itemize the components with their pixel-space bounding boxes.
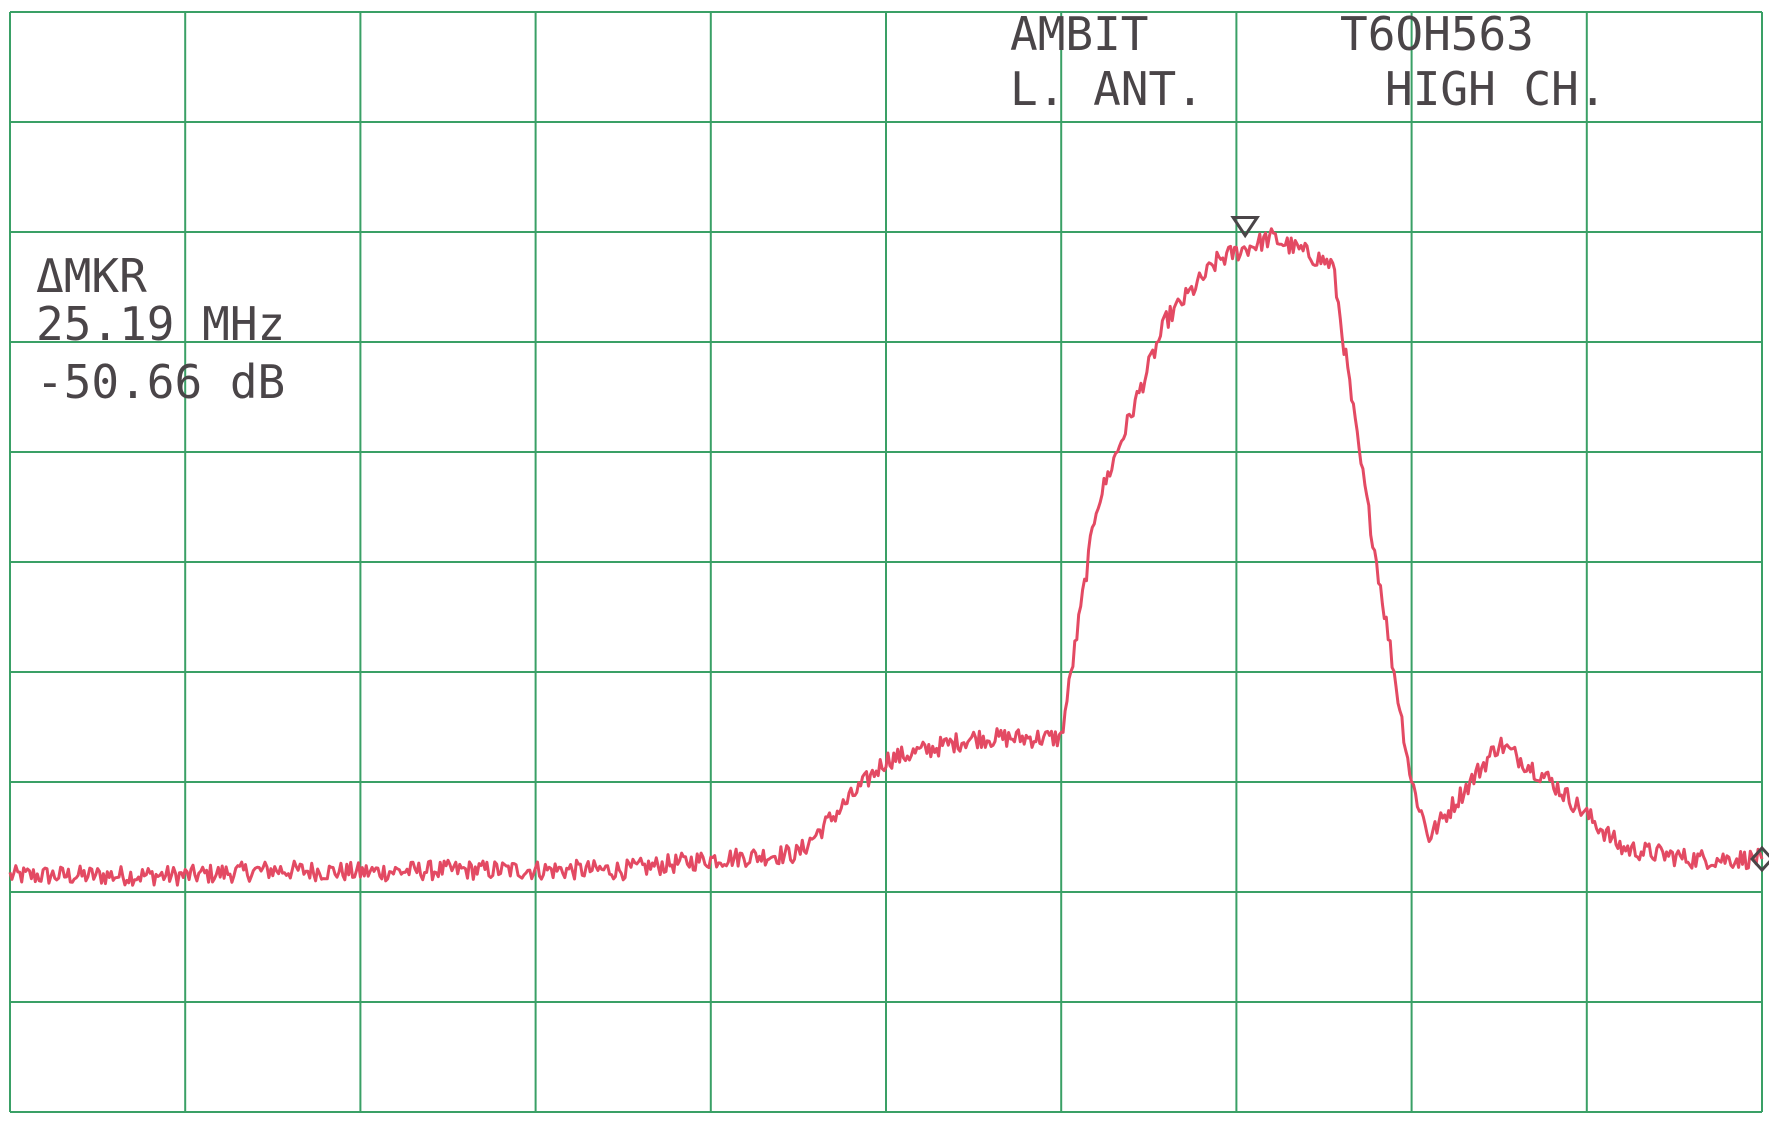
header-text: AMBIT T6OH563 L. ANT. HIGH CH.	[1010, 7, 1607, 116]
marker-readout-level: -50.66 dB	[36, 355, 285, 409]
marker-readout: ΔMKR 25.19 MHz -50.66 dB	[36, 249, 285, 409]
grid	[9, 11, 1763, 1113]
header-line1-right: T6OH563	[1340, 7, 1534, 61]
header-line1-left: AMBIT	[1010, 7, 1148, 61]
reference-marker-icon	[1230, 216, 1260, 239]
header-line2-left: L. ANT.	[1010, 62, 1204, 116]
marker-readout-frequency: 25.19 MHz	[36, 297, 285, 351]
spectrum-trace	[8, 227, 1764, 887]
header-line2-right: HIGH CH.	[1385, 62, 1607, 116]
marker-readout-label: ΔMKR	[36, 249, 147, 303]
